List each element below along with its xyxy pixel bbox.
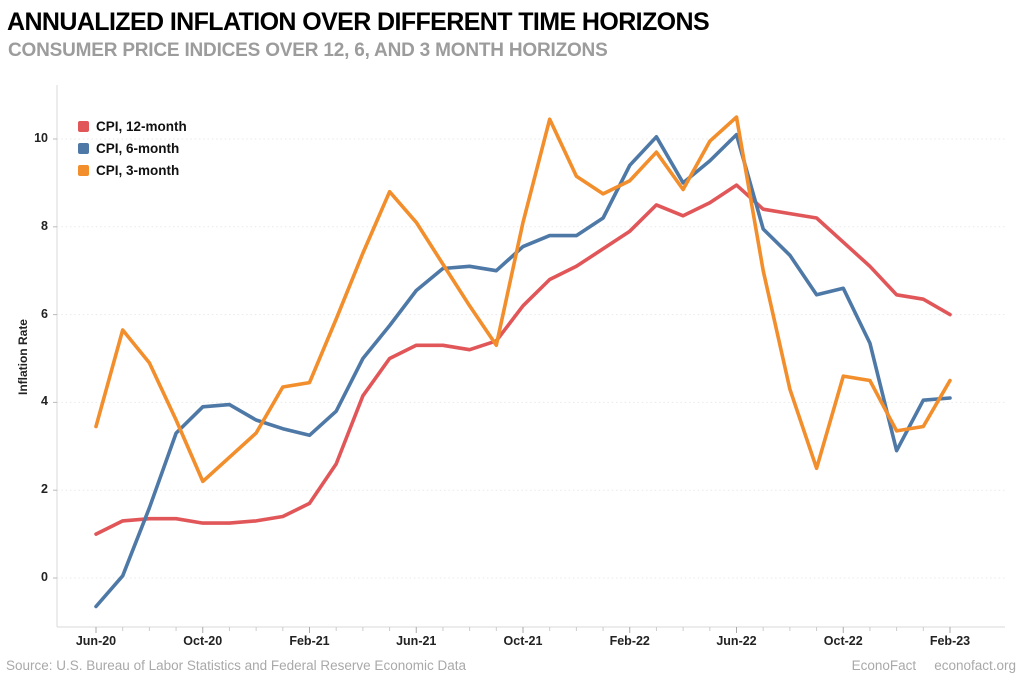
y-tick-label-4: 4	[41, 394, 48, 409]
legend-item-cpi-6-month: CPI, 6-month	[78, 137, 187, 159]
y-tick-label-0: 0	[41, 570, 48, 584]
series-line-2	[94, 115, 952, 484]
legend-swatch-orange	[78, 164, 89, 176]
x-tick-label-Feb-21: Feb-21	[289, 634, 330, 648]
x-tick-label-Feb-23: Feb-23	[929, 634, 971, 648]
x-tick-label-Jun-20: Jun-20	[75, 634, 117, 648]
legend-swatch-blue	[78, 142, 89, 154]
x-tick-label-Jun-22: Jun-22	[716, 634, 757, 648]
y-tick-label-2: 2	[41, 482, 48, 497]
brand-site: econofact.org	[934, 658, 1016, 673]
x-tick-label-Oct-21: Oct-21	[503, 634, 543, 648]
y-tick-label-6: 6	[41, 306, 48, 321]
brand-econofact: EconoFact	[851, 658, 917, 673]
legend-item-cpi-3-month: CPI, 3-month	[78, 159, 187, 181]
x-tick-label-Oct-20: Oct-20	[183, 634, 223, 648]
y-axis-title: Inflation Rate	[16, 319, 30, 396]
y-tick-label-8: 8	[41, 218, 48, 233]
source-attribution: Source: U.S. Bureau of Labor Statistics …	[6, 658, 466, 673]
y-tick-label-10: 10	[34, 131, 48, 145]
series-line-1	[94, 132, 952, 609]
chart-legend: CPI, 12-month CPI, 6-month CPI, 3-month	[78, 115, 187, 181]
legend-label: CPI, 12-month	[96, 118, 187, 134]
page-subtitle: CONSUMER PRICE INDICES OVER 12, 6, AND 3…	[8, 40, 608, 61]
page-title: ANNUALIZED INFLATION OVER DIFFERENT TIME…	[7, 8, 710, 36]
x-tick-label-Oct-22: Oct-22	[823, 634, 863, 648]
branding: EconoFact econofact.org	[834, 658, 1016, 673]
legend-label: CPI, 6-month	[96, 140, 180, 156]
x-tick-label-Jun-21: Jun-21	[396, 634, 437, 648]
series-line-0	[94, 183, 952, 536]
legend-label: CPI, 3-month	[96, 162, 180, 178]
legend-item-cpi-12-month: CPI, 12-month	[78, 115, 187, 137]
legend-swatch-red	[78, 120, 89, 132]
x-tick-label-Feb-22: Feb-22	[609, 634, 650, 648]
